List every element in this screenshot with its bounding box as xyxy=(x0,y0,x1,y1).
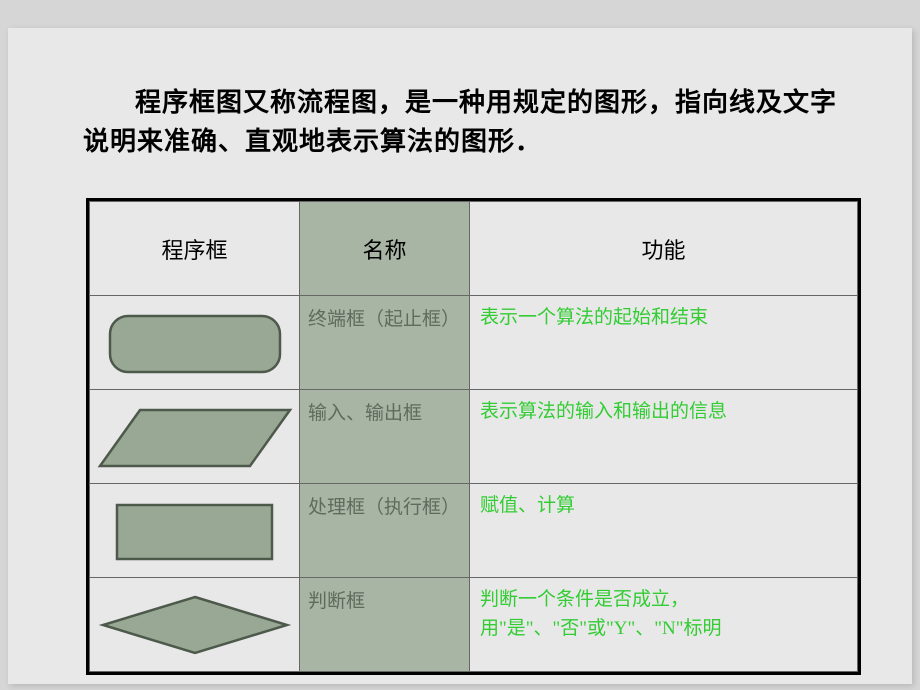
table-row: 处理框（执行框） 赋值、计算 xyxy=(90,484,858,578)
table-row: 输入、输出框 表示算法的输入和输出的信息 xyxy=(90,390,858,484)
flowchart-symbol-table: 程序框 名称 功能 终端框（起止框） 表示一个算法的起始和结束 xyxy=(86,198,861,675)
table-header-row: 程序框 名称 功能 xyxy=(90,202,858,296)
name-terminal: 终端框（起止框） xyxy=(300,296,470,390)
func-process: 赋值、计算 xyxy=(470,484,858,578)
header-func: 功能 xyxy=(470,202,858,296)
func-io: 表示算法的输入和输出的信息 xyxy=(470,390,858,484)
table-row: 终端框（起止框） 表示一个算法的起始和结束 xyxy=(90,296,858,390)
shape-process xyxy=(90,484,300,578)
name-decision: 判断框 xyxy=(300,578,470,672)
symbol-table: 程序框 名称 功能 终端框（起止框） 表示一个算法的起始和结束 xyxy=(89,201,858,672)
header-name: 名称 xyxy=(300,202,470,296)
intro-paragraph: 程序框图又称流程图，是一种用规定的图形，指向线及文字说明来准确、直观地表示算法的… xyxy=(83,83,853,161)
name-process: 处理框（执行框） xyxy=(300,484,470,578)
name-io: 输入、输出框 xyxy=(300,390,470,484)
shape-io xyxy=(90,390,300,484)
slide-panel: 程序框图又称流程图，是一种用规定的图形，指向线及文字说明来准确、直观地表示算法的… xyxy=(8,28,912,684)
shape-decision xyxy=(90,578,300,672)
func-terminal: 表示一个算法的起始和结束 xyxy=(470,296,858,390)
header-shape: 程序框 xyxy=(90,202,300,296)
func-decision: 判断一个条件是否成立，用"是"、"否"或"Y"、"N"标明 xyxy=(470,578,858,672)
shape-terminal xyxy=(90,296,300,390)
table-row: 判断框 判断一个条件是否成立，用"是"、"否"或"Y"、"N"标明 xyxy=(90,578,858,672)
